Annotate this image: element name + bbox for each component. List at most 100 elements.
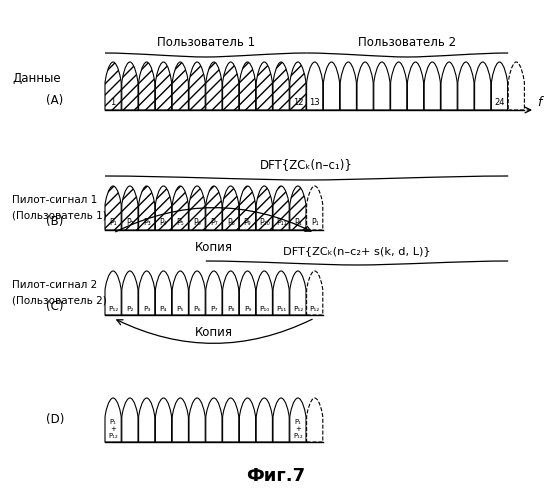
Text: P₈: P₈ (227, 306, 234, 312)
PathPatch shape (441, 62, 457, 110)
Text: P₁₂: P₁₂ (310, 306, 320, 312)
PathPatch shape (206, 398, 222, 442)
Text: P₆: P₆ (194, 306, 201, 312)
PathPatch shape (239, 186, 255, 230)
Text: P₁: P₁ (294, 218, 302, 227)
PathPatch shape (105, 186, 121, 230)
Text: P₃: P₃ (143, 218, 150, 227)
PathPatch shape (172, 186, 189, 230)
PathPatch shape (256, 186, 273, 230)
Text: P₁₁: P₁₁ (276, 306, 286, 312)
Text: (B): (B) (46, 215, 64, 228)
Text: Данные: Данные (12, 72, 61, 86)
Text: 1: 1 (111, 98, 116, 107)
PathPatch shape (290, 271, 306, 315)
Text: 12: 12 (293, 98, 303, 107)
Text: P₇: P₇ (210, 306, 218, 312)
Text: (Пользователь 1): (Пользователь 1) (12, 211, 107, 221)
PathPatch shape (424, 62, 440, 110)
Text: Копия: Копия (195, 326, 233, 339)
PathPatch shape (290, 62, 306, 110)
Text: Пилот-сигнал 1: Пилот-сигнал 1 (12, 195, 97, 205)
PathPatch shape (324, 62, 340, 110)
PathPatch shape (290, 398, 306, 442)
Text: Копия: Копия (195, 241, 233, 254)
PathPatch shape (139, 398, 155, 442)
PathPatch shape (172, 271, 189, 315)
PathPatch shape (408, 62, 424, 110)
Text: (C): (C) (46, 300, 64, 313)
Text: (D): (D) (46, 414, 64, 426)
Text: Фиг.7: Фиг.7 (247, 467, 306, 485)
PathPatch shape (155, 186, 171, 230)
Text: DFT{ZCₖ(n–c₂+ s(k, d, L)}: DFT{ZCₖ(n–c₂+ s(k, d, L)} (283, 246, 431, 256)
Text: P₆: P₆ (193, 218, 201, 227)
PathPatch shape (155, 271, 171, 315)
Text: P₂: P₂ (126, 218, 134, 227)
PathPatch shape (155, 398, 171, 442)
Text: P₄: P₄ (160, 218, 168, 227)
PathPatch shape (122, 271, 138, 315)
Text: Пилот-сигнал 2: Пилот-сигнал 2 (12, 280, 97, 290)
PathPatch shape (206, 62, 222, 110)
PathPatch shape (189, 186, 205, 230)
Text: P₃: P₃ (143, 306, 150, 312)
PathPatch shape (239, 398, 255, 442)
Text: P₁
+
P₁₂: P₁ + P₁₂ (108, 419, 118, 439)
PathPatch shape (306, 62, 323, 110)
Text: P₉: P₉ (244, 306, 251, 312)
PathPatch shape (139, 271, 155, 315)
PathPatch shape (239, 62, 255, 110)
PathPatch shape (105, 398, 121, 442)
Text: f: f (537, 96, 541, 109)
PathPatch shape (273, 186, 289, 230)
PathPatch shape (139, 62, 155, 110)
PathPatch shape (239, 271, 255, 315)
Text: P₅: P₅ (176, 306, 184, 312)
PathPatch shape (290, 186, 306, 230)
Text: (A): (A) (46, 94, 64, 107)
PathPatch shape (172, 398, 189, 442)
PathPatch shape (492, 62, 508, 110)
PathPatch shape (206, 271, 222, 315)
PathPatch shape (508, 62, 524, 110)
Text: Пользователь 2: Пользователь 2 (358, 36, 456, 49)
Text: P₁₂: P₁₂ (108, 306, 118, 312)
PathPatch shape (189, 62, 205, 110)
Text: P₁₀: P₁₀ (259, 218, 270, 227)
PathPatch shape (206, 186, 222, 230)
PathPatch shape (306, 398, 323, 442)
PathPatch shape (189, 398, 205, 442)
PathPatch shape (273, 271, 289, 315)
Text: Пользователь 1: Пользователь 1 (156, 36, 255, 49)
PathPatch shape (105, 271, 121, 315)
PathPatch shape (155, 62, 171, 110)
PathPatch shape (390, 62, 407, 110)
PathPatch shape (122, 398, 138, 442)
PathPatch shape (474, 62, 491, 110)
Text: P₉: P₉ (244, 218, 251, 227)
PathPatch shape (256, 62, 273, 110)
PathPatch shape (223, 62, 239, 110)
PathPatch shape (223, 271, 239, 315)
PathPatch shape (122, 62, 138, 110)
PathPatch shape (256, 271, 273, 315)
PathPatch shape (374, 62, 390, 110)
PathPatch shape (122, 186, 138, 230)
Text: 13: 13 (309, 98, 320, 107)
Text: P₁₁: P₁₁ (276, 218, 286, 227)
Text: P₁: P₁ (109, 218, 117, 227)
Text: P₄: P₄ (160, 306, 167, 312)
PathPatch shape (458, 62, 474, 110)
Text: DFT{ZCₖ(n–c₁)}: DFT{ZCₖ(n–c₁)} (260, 158, 353, 171)
Text: P₇: P₇ (210, 218, 218, 227)
PathPatch shape (306, 271, 323, 315)
Text: P₁₀: P₁₀ (259, 306, 269, 312)
PathPatch shape (172, 62, 189, 110)
Text: 24: 24 (494, 98, 505, 107)
Text: P₁: P₁ (311, 218, 319, 227)
PathPatch shape (139, 186, 155, 230)
PathPatch shape (105, 62, 121, 110)
PathPatch shape (223, 398, 239, 442)
PathPatch shape (273, 398, 289, 442)
